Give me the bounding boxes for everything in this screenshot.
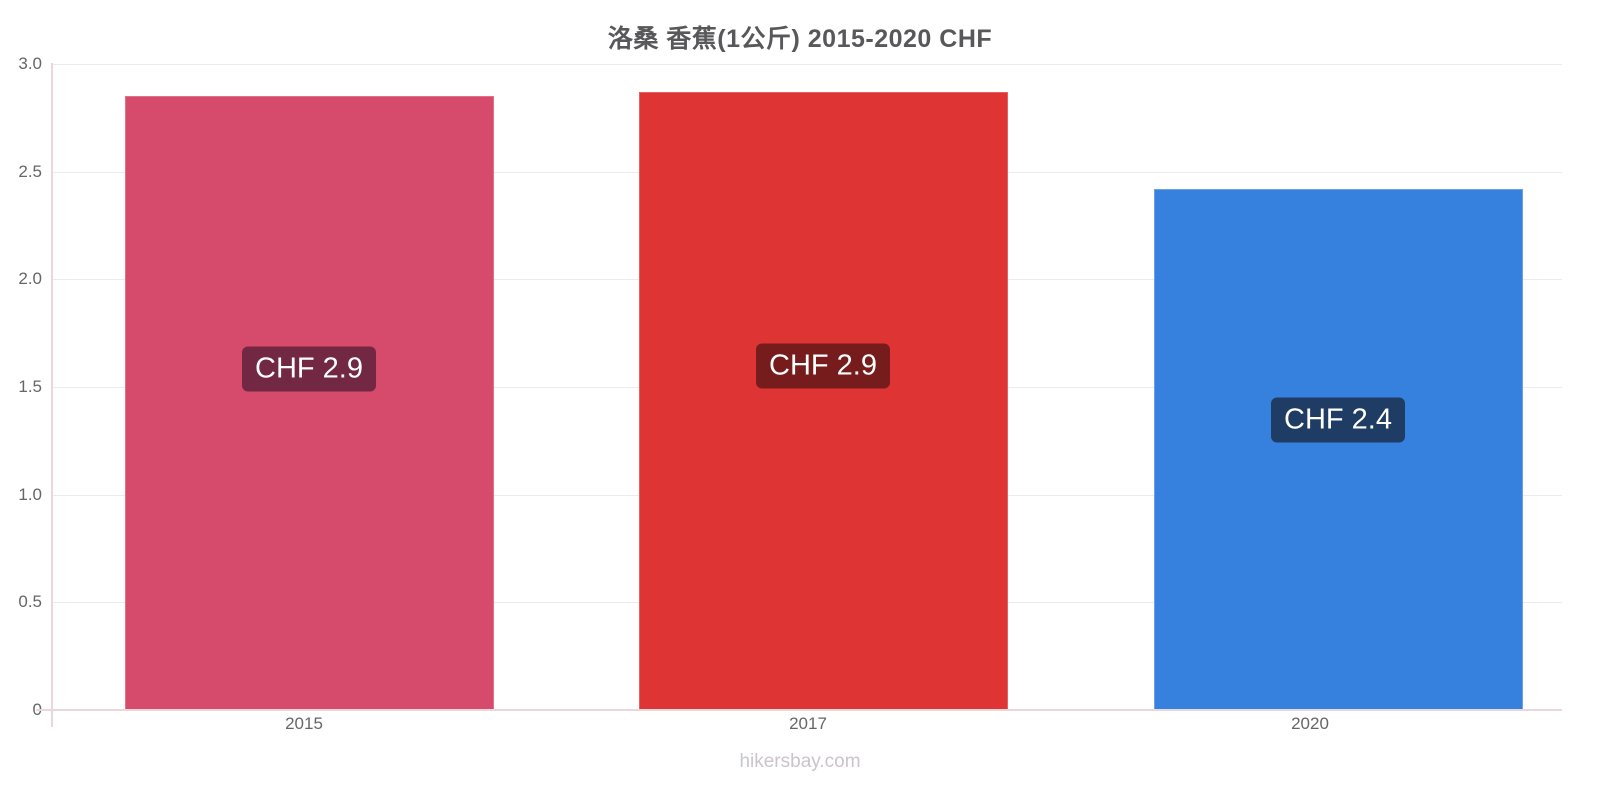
y-tick-label: 0.5	[18, 592, 42, 612]
bar-2017[interactable]	[638, 91, 1008, 710]
gridline	[53, 64, 1562, 65]
x-axis-line	[36, 709, 1562, 711]
y-tick-label: 3.0	[18, 54, 42, 73]
bar-2015[interactable]	[124, 96, 494, 710]
x-tick-label-2020: 2020	[1291, 714, 1329, 733]
y-tick-label: 1.5	[18, 377, 42, 396]
bar-value-label-2015: CHF 2.9	[242, 346, 376, 392]
y-tick-label: 2.5	[18, 161, 42, 181]
bar-value-label-2017: CHF 2.9	[756, 343, 890, 389]
bar-value-label-2020: CHF 2.4	[1271, 397, 1405, 443]
y-axis-line	[51, 63, 53, 727]
page-title: 洛桑 香蕉(1公斤) 2015-2020 CHF	[607, 25, 993, 53]
bar-2020[interactable]	[1153, 188, 1523, 710]
x-tick-label-2015: 2015	[285, 714, 323, 733]
watermark: hikersbay.com	[739, 751, 861, 772]
x-tick-label-2017: 2017	[789, 714, 827, 733]
y-tick-label: 2.0	[18, 269, 42, 289]
y-tick-label: 1.0	[18, 484, 42, 504]
